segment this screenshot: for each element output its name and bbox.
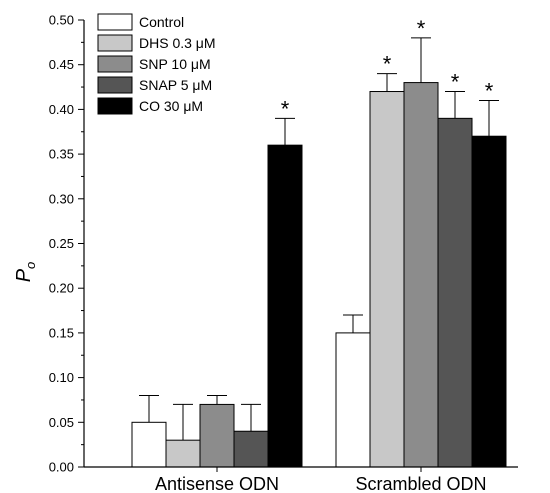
legend-swatch: [97, 55, 133, 73]
y-axis-label: Po: [13, 262, 38, 283]
legend-swatch: [97, 97, 133, 115]
y-tick-label: 0.00: [49, 460, 74, 475]
legend-label: SNP 10 μM: [139, 56, 211, 72]
y-tick-label: 0.25: [49, 236, 74, 251]
y-tick-label: 0.45: [49, 57, 74, 72]
significance-star: *: [485, 78, 494, 103]
y-axis-label-main: P: [13, 268, 35, 282]
legend-swatch: [97, 34, 133, 52]
x-tick-label: Antisense ODN: [155, 474, 279, 493]
significance-star: *: [451, 70, 460, 95]
legend-label: CO 30 μM: [139, 98, 203, 114]
bar: [335, 332, 371, 468]
legend-label: Control: [139, 14, 184, 30]
y-tick-label: 0.10: [49, 370, 74, 385]
bar: [233, 430, 269, 468]
significance-star: *: [383, 52, 392, 77]
bar: [199, 403, 235, 468]
axes-layer: 0.00 0.05 0.10 0.15 0.20 0.25 0.30 0.35 0.40 0.45…: [49, 13, 518, 493]
bar: [369, 91, 405, 468]
bar: [131, 421, 167, 468]
y-tick-label: 0.40: [49, 102, 74, 117]
legend: Control DHS 0.3 μM SNP 10 μM SNAP 5 μM CO 30…: [97, 13, 216, 115]
legend-swatch: [97, 76, 133, 94]
legend-swatch: [97, 13, 133, 31]
significance-star: *: [281, 96, 290, 121]
bar: [403, 82, 439, 468]
y-tick-label: 0.35: [49, 147, 74, 162]
legend-label: DHS 0.3 μM: [139, 35, 216, 51]
bar: [471, 135, 507, 468]
bar: [437, 117, 473, 468]
x-tick-label: Scrambled ODN: [355, 474, 486, 493]
bar: [165, 439, 201, 468]
y-tick-label: 0.15: [49, 325, 74, 340]
y-tick-label: 0.30: [49, 191, 74, 206]
y-tick-label: 0.20: [49, 281, 74, 296]
y-axis-label-subscript: o: [23, 262, 38, 269]
legend-label: SNAP 5 μM: [139, 77, 212, 93]
y-tick-label: 0.50: [49, 13, 74, 28]
bar: [267, 144, 303, 468]
significance-star: *: [417, 16, 426, 41]
bars-layer: * * * * *: [131, 16, 507, 468]
y-tick-label: 0.05: [49, 415, 74, 430]
